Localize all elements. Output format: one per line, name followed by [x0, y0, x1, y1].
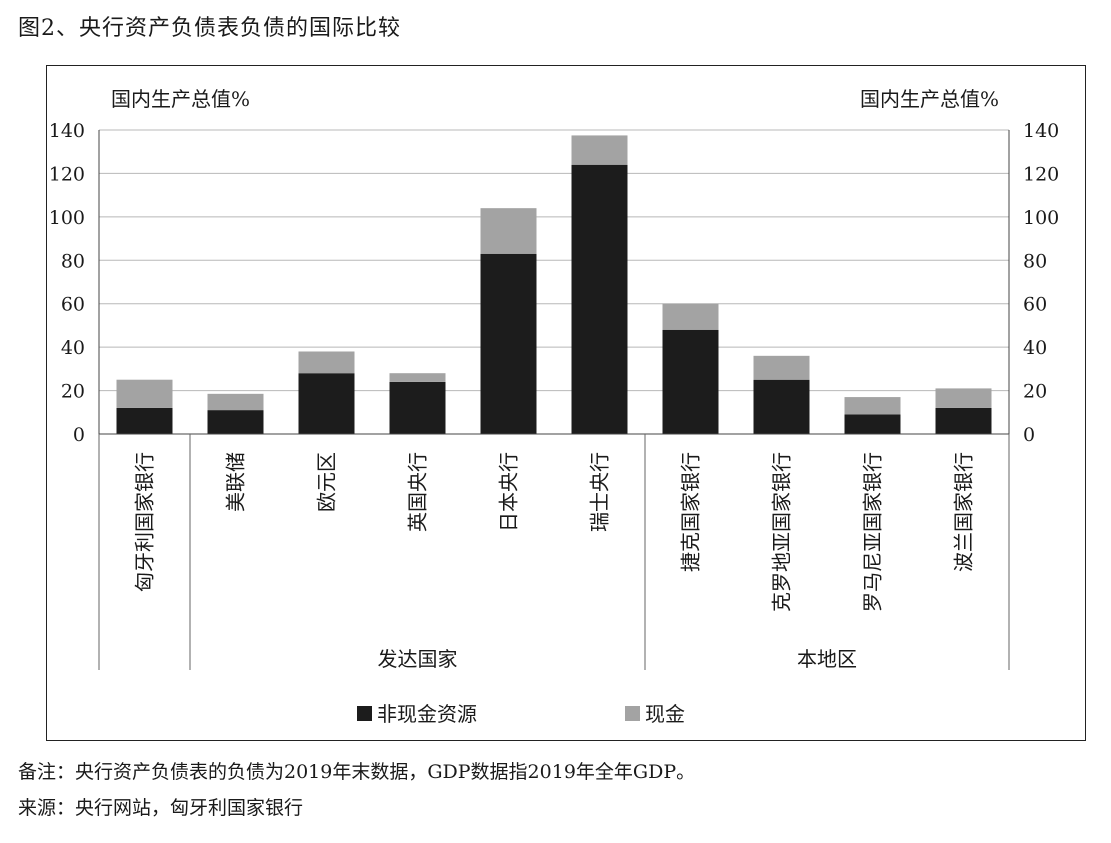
category-label: 瑞士央行	[588, 452, 612, 532]
y-tick-label-left: 20	[61, 381, 85, 403]
y-tick-label-right: 100	[1023, 207, 1059, 229]
y-tick-label-left: 80	[61, 250, 85, 272]
bar-cash	[753, 355, 810, 380]
y-tick-label-left: 60	[61, 294, 85, 316]
y-tick-label-left: 100	[49, 207, 85, 229]
category-label: 克罗地亚国家银行	[770, 452, 794, 612]
bar-non-cash	[844, 414, 901, 434]
category-label: 捷克国家银行	[679, 452, 703, 572]
bar-cash	[935, 388, 992, 408]
bar-non-cash	[662, 329, 719, 434]
legend-swatch	[625, 706, 640, 721]
bar-non-cash	[571, 164, 628, 434]
category-label: 罗马尼亚国家银行	[861, 452, 885, 612]
y-tick-label-right: 120	[1023, 163, 1059, 185]
legend-swatch	[357, 706, 372, 721]
y-tick-label-right: 20	[1023, 381, 1047, 403]
y-tick-label-left: 0	[73, 424, 85, 446]
bar-non-cash	[935, 407, 992, 434]
y-tick-label-right: 40	[1023, 337, 1047, 359]
bar-cash	[207, 393, 264, 411]
legend-label: 非现金资源	[377, 702, 477, 726]
bar-non-cash	[298, 373, 355, 434]
bar-non-cash	[753, 379, 810, 434]
category-label: 欧元区	[315, 452, 339, 512]
bar-cash	[389, 373, 446, 382]
footnote: 备注：央行资产负债表的负债为2019年末数据，GDP数据指2019年全年GDP。	[18, 761, 696, 783]
bar-cash	[571, 135, 628, 165]
y-tick-label-right: 60	[1023, 294, 1047, 316]
legend-label: 现金	[645, 702, 685, 726]
category-label: 日本央行	[497, 452, 521, 532]
y-tick-label-right: 140	[1023, 120, 1059, 142]
category-label: 美联储	[224, 452, 248, 512]
bar-non-cash	[480, 253, 537, 434]
bar-cash	[844, 397, 901, 415]
category-label: 英国央行	[406, 452, 430, 532]
y-axis-label-right: 国内生产总值%	[860, 87, 999, 111]
category-label: 匈牙利国家银行	[133, 452, 157, 592]
y-tick-label-left: 40	[61, 337, 85, 359]
chart-frame: 国内生产总值% 国内生产总值% 0 0 20 20 40 40 60 60 80 80 100 100…	[46, 65, 1086, 741]
y-tick-label-left: 140	[49, 120, 85, 142]
figure-title: 图2、央行资产负债表负债的国际比较	[18, 16, 401, 41]
y-tick-label-right: 0	[1023, 424, 1035, 446]
group-label: 发达国家	[378, 647, 458, 671]
bar-cash	[662, 303, 719, 330]
bar-non-cash	[389, 381, 446, 434]
y-tick-label-right: 80	[1023, 250, 1047, 272]
source-note: 来源：央行网站，匈牙利国家银行	[18, 797, 304, 819]
y-axis-label-left: 国内生产总值%	[111, 87, 250, 111]
bar-cash	[480, 208, 537, 254]
bar-cash	[298, 351, 355, 374]
y-tick-label-left: 120	[49, 163, 85, 185]
category-label: 波兰国家银行	[952, 452, 976, 572]
stacked-bar-chart: 国内生产总值% 国内生产总值% 0 0 20 20 40 40 60 60 80 80 100 100…	[49, 87, 1060, 726]
bar-cash	[116, 379, 173, 408]
group-label: 本地区	[797, 647, 857, 671]
bar-non-cash	[207, 410, 264, 434]
bar-non-cash	[116, 407, 173, 434]
